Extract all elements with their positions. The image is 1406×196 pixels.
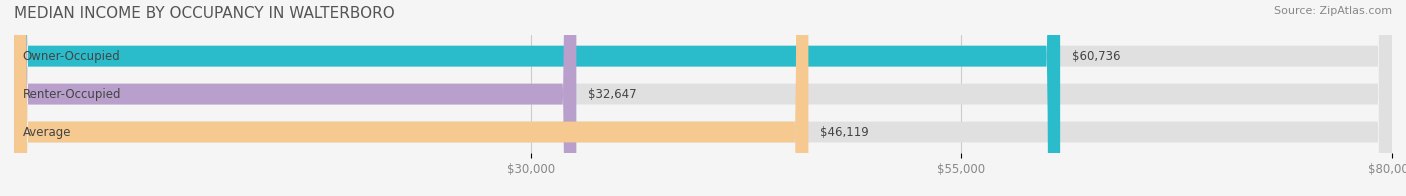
Text: Renter-Occupied: Renter-Occupied (22, 88, 121, 101)
FancyBboxPatch shape (14, 0, 808, 196)
Text: $32,647: $32,647 (589, 88, 637, 101)
FancyBboxPatch shape (14, 0, 1060, 196)
Text: $46,119: $46,119 (821, 125, 869, 139)
FancyBboxPatch shape (14, 0, 576, 196)
Text: $60,736: $60,736 (1073, 50, 1121, 63)
Text: Average: Average (22, 125, 72, 139)
Text: Owner-Occupied: Owner-Occupied (22, 50, 121, 63)
Text: Source: ZipAtlas.com: Source: ZipAtlas.com (1274, 6, 1392, 16)
FancyBboxPatch shape (14, 0, 1392, 196)
FancyBboxPatch shape (14, 0, 1392, 196)
Text: MEDIAN INCOME BY OCCUPANCY IN WALTERBORO: MEDIAN INCOME BY OCCUPANCY IN WALTERBORO (14, 6, 395, 21)
FancyBboxPatch shape (14, 0, 1392, 196)
